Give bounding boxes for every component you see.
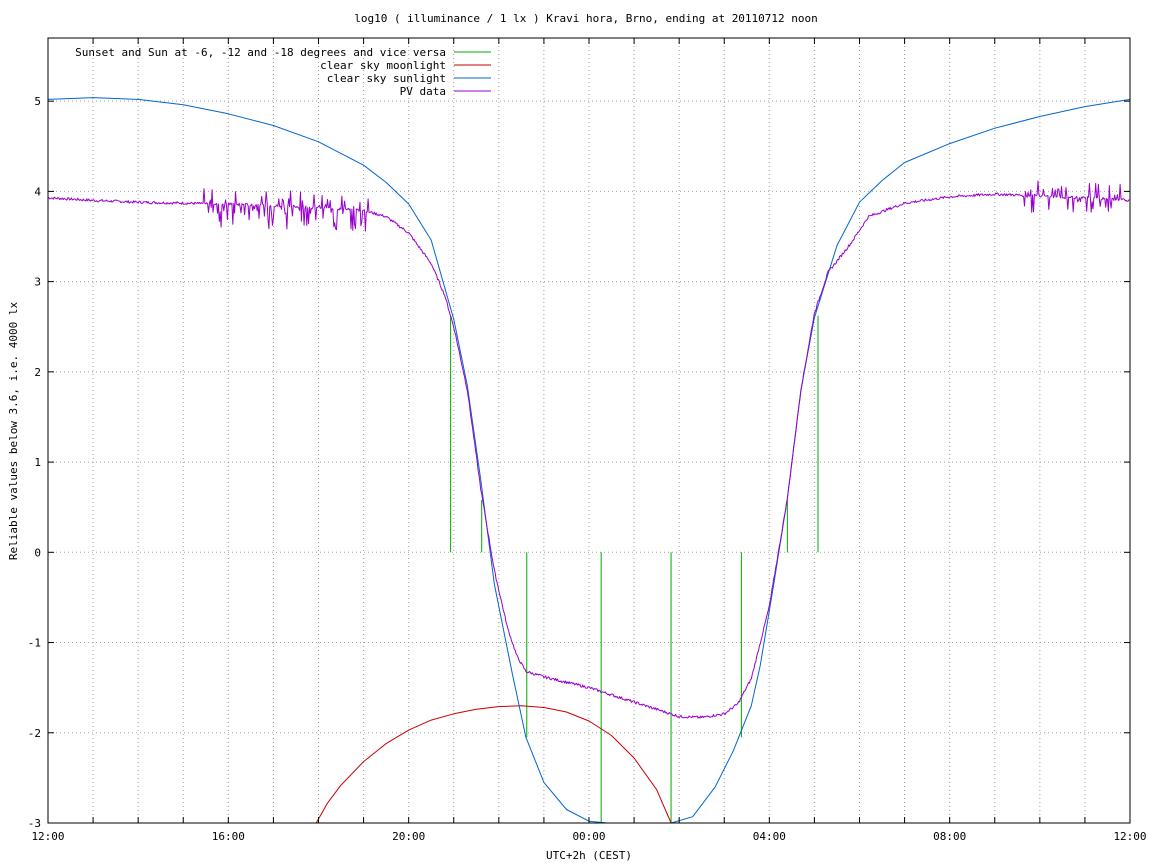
x-tick-label: 16:00 (212, 830, 245, 843)
legend-label: PV data (400, 85, 446, 98)
grid-lines (48, 38, 1130, 823)
y-tick-label: 0 (34, 546, 41, 559)
x-tick-label: 20:00 (392, 830, 425, 843)
chart-title: log10 ( illuminance / 1 lx ) Kravi hora,… (354, 12, 818, 25)
series-clear-sky-sunlight-line (47, 97, 1131, 824)
legend-label: clear sky sunlight (327, 72, 446, 85)
legend-label: clear sky moonlight (320, 59, 446, 72)
y-tick-label: 1 (34, 456, 41, 469)
y-tick-label: -2 (28, 727, 41, 740)
y-tick-label: 2 (34, 366, 41, 379)
x-tick-label: 08:00 (933, 830, 966, 843)
y-tick-label: -1 (28, 637, 41, 650)
series-layer (47, 97, 1131, 824)
x-tick-label: 12:00 (1113, 830, 1146, 843)
x-tick-label: 12:00 (31, 830, 64, 843)
legend: Sunset and Sun at -6, -12 and -18 degree… (75, 46, 491, 98)
y-tick-label: 4 (34, 185, 41, 198)
y-axis-label: Reliable values below 3.6, i.e. 4000 lx (7, 301, 20, 560)
x-tick-label: 04:00 (753, 830, 786, 843)
x-tick-label: 00:00 (572, 830, 605, 843)
series-pv-data-line (47, 180, 1130, 719)
y-tick-label: -3 (28, 817, 41, 830)
legend-label: Sunset and Sun at -6, -12 and -18 degree… (75, 46, 446, 59)
y-tick-label: 5 (34, 95, 41, 108)
x-axis-label: UTC+2h (CEST) (546, 849, 632, 862)
y-tick-label: 3 (34, 276, 41, 289)
series-clear-sky-moonlight-line (315, 705, 672, 824)
axis-ticks: 12:00 16:00 20:00 00:00 04:00 08:00 12:00-3-2-… (28, 38, 1147, 843)
